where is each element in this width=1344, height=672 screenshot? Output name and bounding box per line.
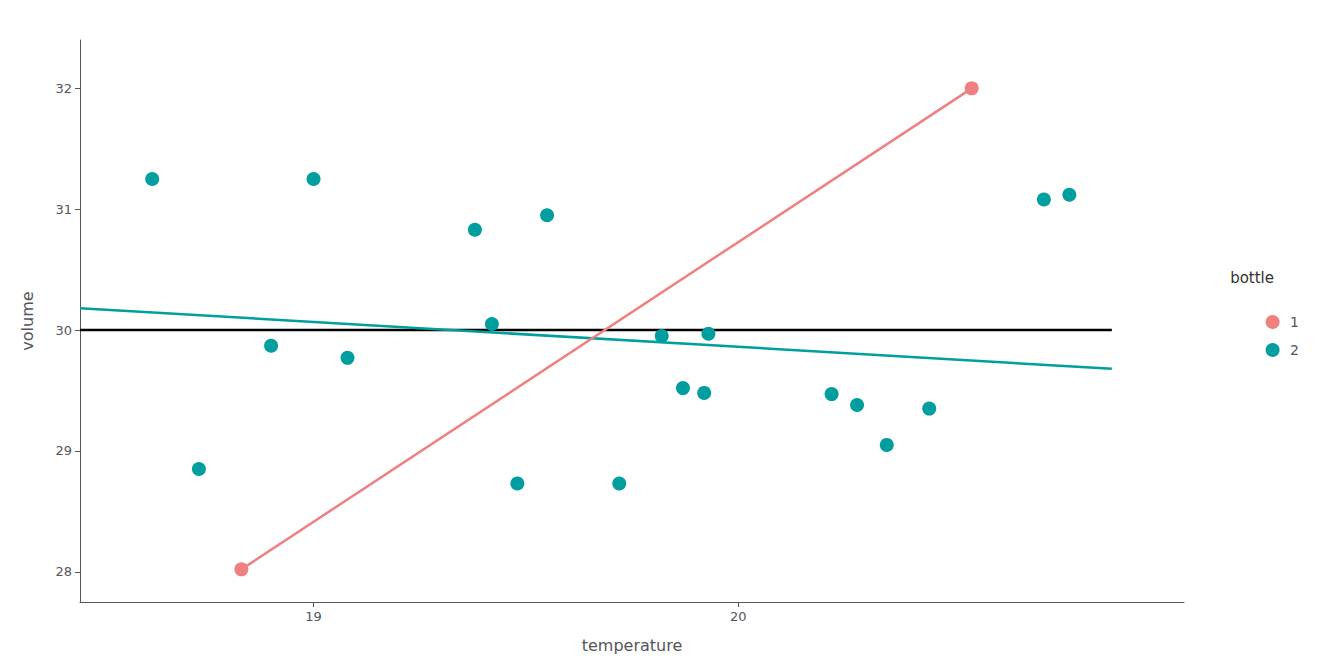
svg-text:31: 31 bbox=[55, 202, 72, 217]
svg-text:19: 19 bbox=[305, 609, 322, 624]
svg-text:29: 29 bbox=[55, 443, 72, 458]
svg-text:28: 28 bbox=[55, 564, 72, 579]
svg-text:32: 32 bbox=[55, 81, 72, 96]
svg-text:2: 2 bbox=[1290, 342, 1299, 358]
svg-text:30: 30 bbox=[55, 323, 72, 338]
svg-text:20: 20 bbox=[730, 609, 747, 624]
svg-text:temperature: temperature bbox=[582, 636, 683, 655]
svg-text:bottle: bottle bbox=[1230, 269, 1274, 287]
svg-text:volume: volume bbox=[18, 291, 37, 350]
svg-text:1: 1 bbox=[1290, 314, 1299, 330]
